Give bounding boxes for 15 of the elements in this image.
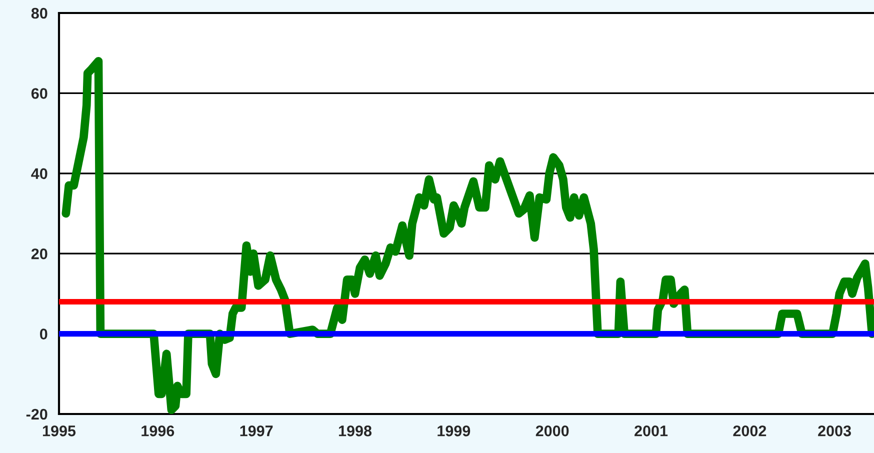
x-tick-label: 1998: [338, 426, 372, 436]
x-tick-label: 1999: [438, 426, 470, 436]
x-tick-label: 1997: [240, 426, 273, 436]
x-tick-label: 2003: [818, 426, 851, 436]
x-tick-label: 2002: [733, 426, 766, 436]
y-tick-label: -20: [26, 408, 48, 420]
x-tick-label: 2000: [536, 426, 569, 436]
x-tick-label: 1995: [42, 426, 76, 436]
x-tick-label: 1996: [142, 426, 174, 436]
y-tick-label: 40: [31, 168, 48, 180]
y-tick-label: 20: [31, 248, 48, 260]
y-tick-label: 0: [40, 328, 48, 340]
x-tick-label: 2001: [634, 426, 668, 436]
y-tick-label: 60: [31, 88, 48, 99]
y-tick-label: 80: [31, 8, 48, 19]
